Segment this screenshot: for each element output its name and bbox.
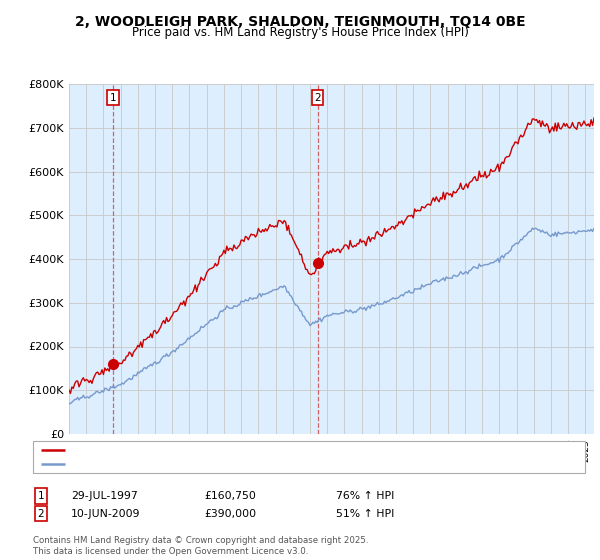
Text: Contains HM Land Registry data © Crown copyright and database right 2025.
This d: Contains HM Land Registry data © Crown c… <box>33 536 368 556</box>
Text: 2, WOODLEIGH PARK, SHALDON, TEIGNMOUTH, TQ14 0BE (detached house): 2, WOODLEIGH PARK, SHALDON, TEIGNMOUTH, … <box>69 445 449 455</box>
Text: 10-JUN-2009: 10-JUN-2009 <box>71 508 140 519</box>
Text: £160,750: £160,750 <box>204 491 256 501</box>
Text: 1: 1 <box>37 491 44 501</box>
Text: HPI: Average price, detached house, Teignbridge: HPI: Average price, detached house, Teig… <box>69 459 311 469</box>
Text: £390,000: £390,000 <box>204 508 256 519</box>
Text: 29-JUL-1997: 29-JUL-1997 <box>71 491 137 501</box>
Text: 76% ↑ HPI: 76% ↑ HPI <box>336 491 394 501</box>
Text: 1: 1 <box>110 93 116 102</box>
Text: Price paid vs. HM Land Registry's House Price Index (HPI): Price paid vs. HM Land Registry's House … <box>131 26 469 39</box>
Text: 2: 2 <box>314 93 321 102</box>
Text: 2, WOODLEIGH PARK, SHALDON, TEIGNMOUTH, TQ14 0BE: 2, WOODLEIGH PARK, SHALDON, TEIGNMOUTH, … <box>74 15 526 29</box>
Bar <box>113 84 317 434</box>
Text: 2: 2 <box>37 508 44 519</box>
Text: 51% ↑ HPI: 51% ↑ HPI <box>336 508 394 519</box>
